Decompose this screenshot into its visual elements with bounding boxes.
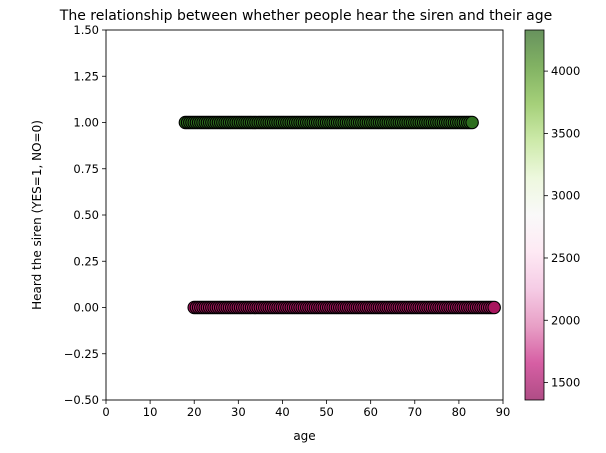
x-tick-label: 40: [275, 405, 290, 419]
x-tick-label: 70: [407, 405, 422, 419]
x-axis-ticks: 0 10 20 30 40 50 60 70 80 90: [102, 400, 510, 419]
scatter-point: [487, 300, 501, 315]
x-tick-label: 80: [452, 405, 467, 419]
scatter-points: [178, 115, 501, 315]
y-tick-label: 1.00: [73, 116, 99, 130]
colorbar-tick-label: 1500: [551, 376, 580, 390]
plot-frame: [105, 29, 504, 401]
chart-title: The relationship between whether people …: [59, 8, 552, 24]
colorbar: 4000 3500 3000 2500 2000 1500: [524, 29, 580, 401]
colorbar-tick-label: 4000: [551, 64, 580, 78]
y-tick-label: 0.25: [73, 254, 99, 268]
colorbar-tick-label: 3000: [551, 189, 580, 203]
y-tick-label: 0.50: [73, 208, 99, 222]
y-axis-ticks: 1.50 1.25 1.00 0.75 0.50 0.25 0.00 −0.25 −0.50: [64, 23, 106, 407]
colorbar-gradient: [524, 29, 545, 401]
y-tick-label: 0.75: [73, 162, 99, 176]
colorbar-tick-label: 2000: [551, 313, 580, 327]
colorbar-tick-label: 3500: [551, 126, 580, 140]
y-tick-label: −0.25: [64, 347, 99, 361]
y-tick-label: −0.50: [64, 393, 99, 407]
x-tick-label: 0: [102, 405, 109, 419]
y-tick-label: 1.50: [73, 23, 99, 37]
x-tick-label: 50: [319, 405, 334, 419]
x-axis-label: age: [293, 429, 315, 443]
x-tick-label: 30: [231, 405, 246, 419]
x-tick-label: 10: [143, 405, 158, 419]
colorbar-tick-label: 2500: [551, 251, 580, 265]
x-tick-label: 20: [187, 405, 202, 419]
y-tick-label: 0.00: [73, 301, 99, 315]
y-tick-label: 1.25: [73, 69, 99, 83]
y-axis-label: Heard the siren (YES=1, NO=0): [30, 120, 44, 310]
x-tick-label: 90: [496, 405, 511, 419]
x-tick-label: 60: [363, 405, 378, 419]
colorbar-ticks: 4000 3500 3000 2500 2000 1500: [544, 64, 580, 390]
plot-area: [105, 29, 504, 401]
scatter-point: [465, 115, 479, 130]
